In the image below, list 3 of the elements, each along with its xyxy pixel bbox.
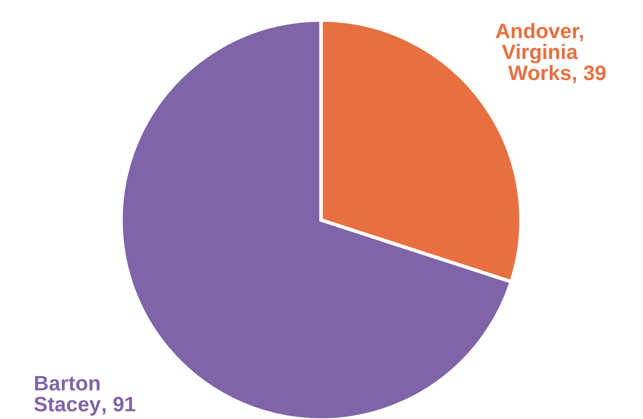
data-label: , 39 — [573, 65, 606, 84]
data-label: , 91 — [102, 396, 136, 415]
slice-label: Barton Stacey — [34, 376, 101, 416]
